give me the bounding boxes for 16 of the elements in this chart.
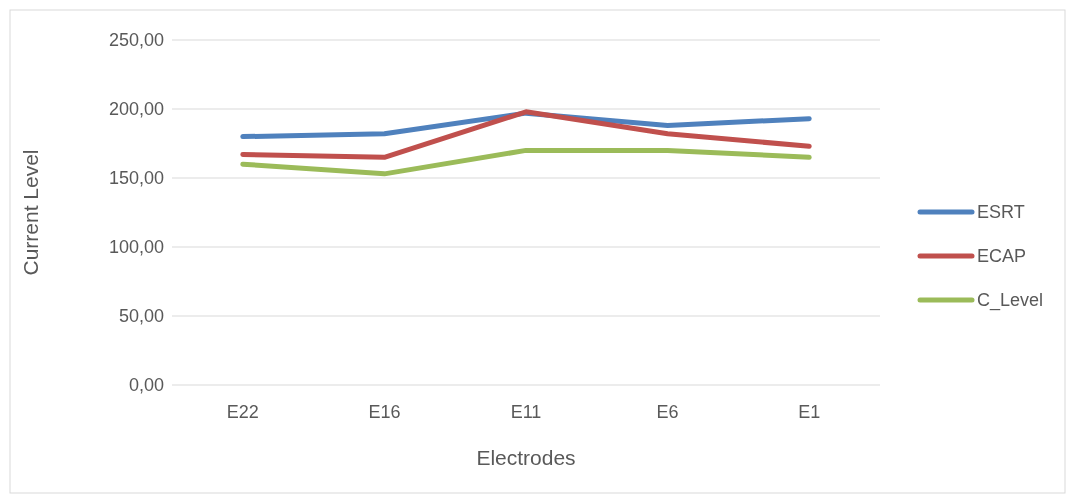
y-axis-title: Current Level	[19, 149, 42, 276]
x-tick-label: E6	[656, 402, 679, 422]
y-tick-label: 100,00	[108, 237, 164, 258]
x-tick-label: E11	[510, 402, 542, 422]
x-tick-label: E1	[798, 402, 821, 422]
x-axis-title: Electrodes	[476, 446, 576, 469]
legend-label: ECAP	[977, 246, 1027, 267]
y-tick-label: 250,00	[108, 30, 164, 51]
x-tick-label: E16	[368, 402, 401, 422]
legend-label: ESRT	[977, 202, 1025, 223]
x-tick-label: E22	[226, 402, 259, 422]
y-tick-label: 200,00	[108, 99, 164, 120]
y-tick-label: 0,00	[128, 375, 164, 396]
y-tick-label: 150,00	[108, 168, 164, 189]
legend-label: C_Level	[977, 290, 1044, 312]
y-tick-label: 50,00	[118, 306, 164, 327]
